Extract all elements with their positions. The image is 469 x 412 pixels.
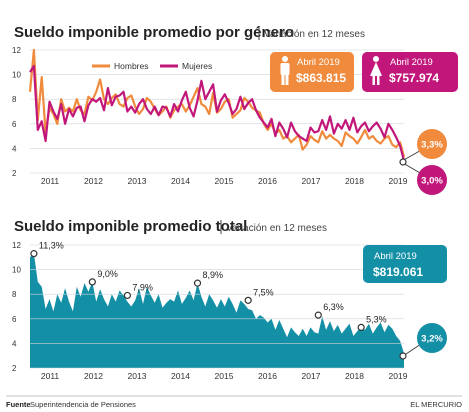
total-value-box: Abril 2019 $819.061: [363, 245, 447, 283]
gender-chart: Sueldo imponible promedio por género Var…: [12, 24, 458, 195]
annotation-point: [123, 291, 131, 300]
annotation-point: [88, 278, 96, 286]
gender-chart-x-tick-label: 2016: [258, 176, 277, 186]
annotation-label: 5,3%: [366, 314, 387, 324]
total-chart-x-tick-label: 2015: [215, 371, 234, 381]
gender-chart-x-tick-label: 2012: [84, 176, 103, 186]
total-chart-x-tick-label: 2016: [258, 371, 277, 381]
gender-chart-legend: Hombres Mujeres: [92, 61, 212, 71]
annotation-point: [314, 311, 322, 319]
total-end-bubble: [417, 323, 447, 353]
gender-chart-x-tick-label: 2013: [128, 176, 147, 186]
total-chart-y-axis: 2 4 6 8 10 12: [12, 241, 21, 373]
footer-brand: EL MERCURIO: [410, 400, 462, 409]
total-chart-y-tick-label: 4: [12, 339, 17, 348]
hombres-box-bg: [270, 52, 354, 92]
total-chart-subtitle: Variación en 12 meses: [226, 223, 327, 234]
mujeres-box-value: $757.974: [389, 71, 439, 85]
gender-chart-y-tick-label: 6: [12, 120, 17, 129]
total-chart-x-tick-label: 2013: [128, 371, 147, 381]
total-chart-x-tick-label: 2014: [171, 371, 190, 381]
mujeres-end-bubble: [417, 165, 447, 195]
mujeres-end-value: 3,0%: [421, 176, 443, 187]
total-chart-x-axis: 2011 2012 2013 2014 2015 2016 2017 2018 2019: [41, 371, 408, 381]
footer: Fuente Superintendencia de Pensiones EL …: [6, 395, 462, 409]
total-chart-y-tick-label: 6: [12, 315, 17, 324]
legend-label-mujeres: Mujeres: [182, 61, 212, 71]
woman-icon: [370, 56, 382, 85]
total-chart-x-tick-label: 2011: [41, 371, 60, 381]
gender-chart-x-axis: 2011 2012 2013 2014 2015 2016 2017 2018 2019: [41, 176, 408, 186]
gender-chart-series: [28, 48, 406, 161]
mujeres-box-bg: [362, 52, 458, 92]
man-icon: [280, 56, 290, 85]
total-area: [30, 253, 404, 368]
gender-chart-y-axis: 2 4 6 8 10 12: [12, 46, 21, 178]
total-chart-grid: [30, 244, 404, 369]
gender-chart-x-tick-label: 2017: [302, 176, 321, 186]
gender-chart-subtitle: Variación en 12 meses: [264, 29, 365, 40]
annotation-label: 8,9%: [203, 270, 224, 280]
hombres-value-box: Abril 2019 $863.815: [270, 52, 354, 92]
total-chart-y-tick-label: 2: [12, 364, 17, 373]
gender-chart-x-tick-label: 2015: [215, 176, 234, 186]
total-end-value: 3,2%: [421, 334, 443, 345]
total-chart-x-tick-label: 2012: [84, 371, 103, 381]
annotation-label: 9,0%: [97, 269, 118, 279]
total-chart-y-tick-label: 8: [12, 290, 17, 299]
annotation-label: 11,3%: [39, 241, 64, 251]
mujeres-value-box: Abril 2019 $757.974: [362, 52, 458, 92]
annotation-point: [193, 279, 202, 287]
gender-chart-y-tick-label: 4: [12, 144, 17, 153]
mujeres-box-label: Abril 2019: [390, 57, 433, 68]
mujeres-line: [29, 64, 406, 161]
gender-chart-x-tick-label: 2018: [345, 176, 364, 186]
total-chart-y-tick-label: 10: [12, 266, 21, 275]
annotation-point: [244, 296, 252, 304]
gender-chart-x-tick-label: 2014: [171, 176, 190, 186]
gender-chart-x-tick-label: 2011: [41, 176, 60, 186]
total-chart-title: Sueldo imponible promedio total: [14, 218, 247, 235]
annotation-point: [30, 250, 38, 258]
annotation-point: [357, 323, 365, 332]
total-chart: Sueldo imponible promedio total Variació…: [12, 218, 447, 381]
total-chart-x-tick-label: 2018: [345, 371, 364, 381]
gender-chart-y-tick-label: 2: [12, 169, 17, 178]
gender-chart-y-tick-label: 12: [12, 46, 21, 55]
hombres-end-bubble: [417, 129, 447, 159]
gender-chart-title: Sueldo imponible promedio por género: [14, 24, 294, 41]
annotation-label: 7,9%: [132, 282, 153, 292]
gender-end-point: [399, 158, 407, 166]
total-box-bg: [363, 245, 447, 283]
total-end-point: [399, 352, 407, 360]
gender-chart-y-tick-label: 10: [12, 71, 21, 80]
annotation-label: 6,3%: [323, 302, 344, 312]
annotation-label: 7,5%: [253, 287, 274, 297]
hombres-box-label: Abril 2019: [297, 57, 340, 68]
gender-chart-y-tick-label: 8: [12, 95, 17, 104]
hombres-end-value: 3,3%: [421, 140, 443, 151]
gender-chart-x-tick-label: 2019: [389, 176, 408, 186]
total-chart-annotations: 11,3% 9,0% 7,9% 8,9% 7,5% 6,3% 5,3%: [30, 241, 387, 332]
total-box-label: Abril 2019: [374, 251, 417, 262]
total-chart-area-series: [30, 253, 404, 368]
footer-source-text: Superintendencia de Pensiones: [30, 400, 136, 409]
legend-label-hombres: Hombres: [114, 61, 148, 71]
footer-source-label: Fuente: [6, 400, 31, 409]
total-box-value: $819.061: [373, 265, 423, 279]
hombres-box-value: $863.815: [296, 71, 346, 85]
total-chart-x-tick-label: 2019: [389, 371, 408, 381]
total-chart-x-tick-label: 2017: [302, 371, 321, 381]
total-chart-y-tick-label: 12: [12, 241, 21, 250]
